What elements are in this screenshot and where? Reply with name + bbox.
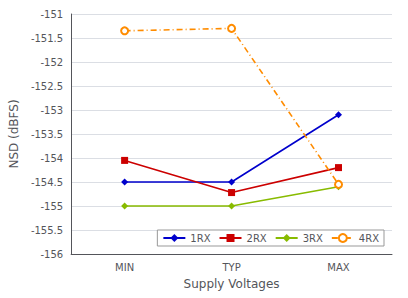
svg-text:2RX: 2RX bbox=[247, 233, 267, 244]
svg-text:-152: -152 bbox=[40, 57, 63, 68]
svg-text:3RX: 3RX bbox=[303, 233, 323, 244]
svg-text:-155: -155 bbox=[40, 201, 63, 212]
svg-text:-154: -154 bbox=[40, 153, 63, 164]
svg-text:1RX: 1RX bbox=[190, 233, 210, 244]
svg-text:-152.5: -152.5 bbox=[31, 81, 63, 92]
svg-text:-155.5: -155.5 bbox=[31, 225, 63, 236]
svg-text:-153.5: -153.5 bbox=[31, 129, 63, 140]
svg-text:4RX: 4RX bbox=[359, 233, 379, 244]
svg-text:-153: -153 bbox=[40, 105, 63, 116]
svg-text:-151: -151 bbox=[40, 9, 63, 20]
svg-text:TYP: TYP bbox=[221, 262, 240, 273]
svg-text:-151.5: -151.5 bbox=[31, 33, 63, 44]
svg-text:MAX: MAX bbox=[327, 262, 349, 273]
svg-text:NSD (dBFS): NSD (dBFS) bbox=[7, 99, 21, 168]
svg-text:Supply Voltages: Supply Voltages bbox=[184, 277, 280, 291]
svg-text:-156: -156 bbox=[40, 249, 63, 260]
svg-text:MIN: MIN bbox=[115, 262, 134, 273]
svg-text:-154.5: -154.5 bbox=[31, 177, 63, 188]
